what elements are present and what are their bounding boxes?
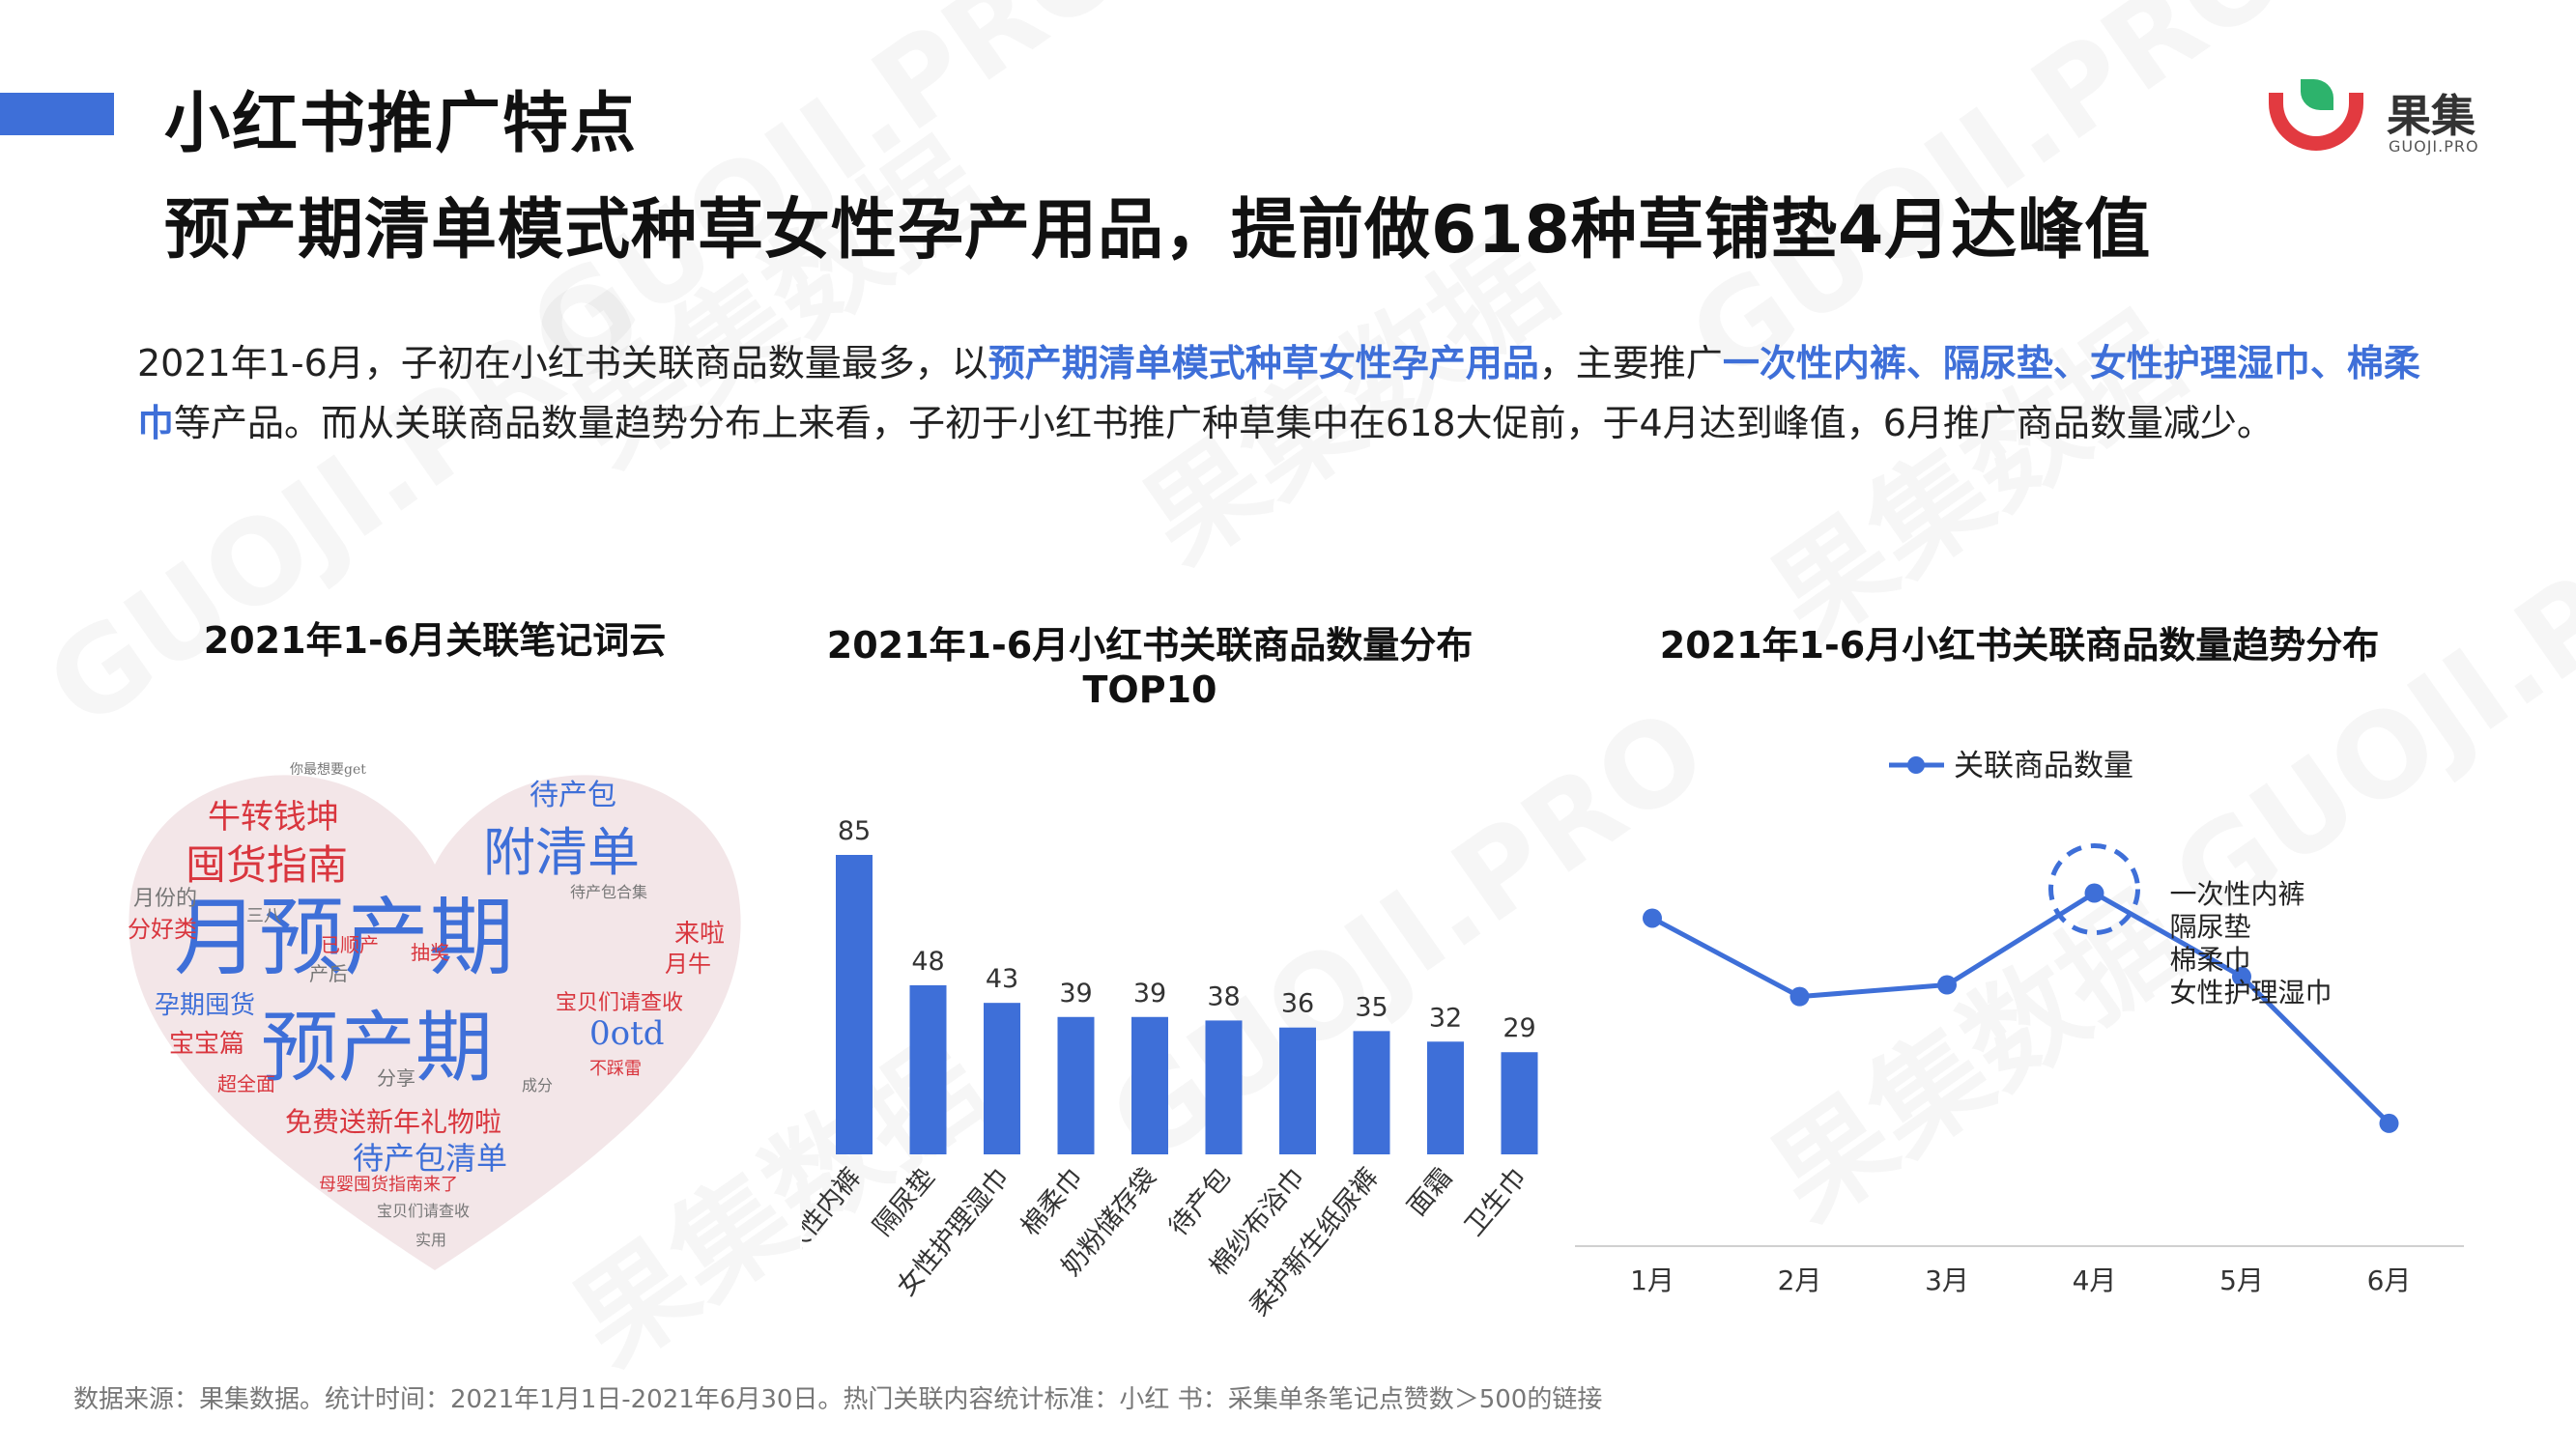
line-point-1	[1643, 908, 1662, 928]
bar-category-label: 卫生巾	[1459, 1163, 1532, 1242]
x-tick-label: 6月	[2367, 1264, 2412, 1296]
summary-text-2: ，主要推广	[1538, 342, 1723, 384]
bar-8	[1353, 1031, 1390, 1154]
logo-leaf-icon	[2301, 79, 2333, 110]
footer-source: 数据来源：果集数据。统计时间：2021年1月1日-2021年6月30日。热门关联…	[73, 1385, 1603, 1414]
bar-7	[1279, 1027, 1316, 1154]
cloud-word-2: 预产期	[261, 1003, 493, 1093]
peak-annotation-line: 隔尿垫	[2170, 911, 2251, 943]
x-tick-label: 3月	[1925, 1264, 1969, 1296]
cloud-word-24: 分享	[377, 1066, 415, 1090]
legend-label: 关联商品数量	[1954, 749, 2133, 783]
peak-highlight-ring	[2048, 843, 2140, 936]
x-tick-label: 5月	[2219, 1264, 2264, 1296]
bar-value-label: 39	[1133, 979, 1166, 1009]
heart-shape	[129, 775, 741, 1270]
bar-value-label: 43	[986, 964, 1018, 994]
page-title: 小红书推广特点	[164, 86, 639, 162]
line-point-2	[1789, 986, 1810, 1007]
peak-annotation-line: 一次性内裤	[2170, 878, 2305, 910]
brand-logo: 果集 GUOJI.PRO	[2269, 75, 2481, 162]
line-chart-title: 2021年1-6月小红书关联商品数量趋势分布	[1659, 624, 2380, 667]
cloud-word-9: 免费送新年礼物啦	[285, 1106, 502, 1138]
cloud-word-26: 实用	[415, 1231, 447, 1249]
line-point-5	[2232, 966, 2251, 986]
line-point-4	[2084, 883, 2104, 903]
cloud-word-10: 待产包清单	[353, 1140, 508, 1177]
cloud-word-29: 宝贝们请查收	[377, 1202, 471, 1220]
peak-annotation-line: 棉柔巾	[2170, 944, 2251, 976]
line-point-6	[2379, 1113, 2399, 1133]
cloud-word-8: 0otd	[589, 1014, 665, 1053]
cloud-word-19: 超全面	[217, 1072, 275, 1095]
cloud-word-23: 母婴囤货指南来了	[319, 1175, 458, 1195]
cloud-word-28: 你最想要get	[290, 762, 366, 778]
logo-sub: GUOJI.PRO	[2389, 137, 2479, 156]
bar-5	[1131, 1016, 1168, 1154]
bar-value-label: 85	[838, 816, 871, 846]
title-accent-bar	[0, 93, 114, 135]
cloud-word-27: 成分	[522, 1076, 554, 1094]
cloud-word-13: 月份的	[133, 887, 198, 911]
line-point-3	[1937, 975, 1957, 995]
bar-chart-title: 2021年1-6月小红书关联商品数量分布TOP10	[826, 624, 1474, 711]
cloud-word-11: 孕期囤货	[155, 991, 256, 1020]
bar-category-label: 面霜	[1402, 1163, 1458, 1222]
x-tick-label: 1月	[1630, 1264, 1674, 1296]
bar-4	[1057, 1016, 1095, 1154]
bar-6	[1205, 1020, 1243, 1154]
page-subtitle: 预产期清单模式种草女性孕产用品，提前做618种草铺垫4月达峰值	[164, 192, 2152, 269]
summary-text-3: 等产品。而从关联商品数量趋势分布上来看，子初于小红书推广种草集中在618大促前，…	[174, 402, 2274, 444]
bar-value-label: 48	[911, 947, 944, 977]
bar-category-label: 棉柔巾	[1016, 1163, 1089, 1242]
cloud-word-15: 来啦	[674, 920, 726, 949]
bar-category-label: 隔尿垫	[868, 1163, 941, 1242]
cloud-word-4: 囤货指南	[186, 841, 349, 889]
cloud-word-21: 不踩雷	[589, 1059, 642, 1079]
bar-10	[1501, 1052, 1538, 1154]
word-cloud: 月预产期 预产期 附清单 囤货指南 牛转钱坤 待产包 宝贝们请查收 0otd 免…	[116, 744, 754, 1285]
bar-chart: 85一次性内裤48隔尿垫43女性护理湿巾39棉柔巾39奶粉储存袋38待产包36棉…	[802, 816, 1538, 1322]
bar-3	[984, 1003, 1020, 1154]
summary-text-1: 2021年1-6月，子初在小红书关联商品数量最多，以	[137, 342, 988, 384]
cloud-word-14: 分好类	[128, 916, 197, 943]
bar-value-label: 36	[1281, 989, 1314, 1019]
watermark-8: GUOJI.PRO	[24, 248, 668, 754]
cloud-word-1: 月预产期	[174, 888, 515, 987]
bar-category-label: 待产包	[1163, 1163, 1237, 1242]
summary-highlight-2: 一次性内裤、隔尿垫、女性护理湿巾、棉柔巾	[137, 342, 2420, 444]
cloud-word-18: 已顺产	[321, 933, 379, 956]
cloud-word-25: 三八	[246, 906, 281, 926]
cloud-word-12: 宝宝篇	[169, 1030, 245, 1059]
bar-value-label: 29	[1503, 1013, 1535, 1043]
series-line	[1650, 891, 2391, 1125]
cloud-word-22: 待产包合集	[570, 883, 648, 901]
bar-9	[1427, 1041, 1464, 1154]
cloud-word-3: 附清单	[483, 822, 640, 883]
bar-value-label: 39	[1059, 979, 1092, 1009]
peak-annotation-line: 女性护理湿巾	[2170, 977, 2333, 1009]
bar-category-label: 一次性内裤	[802, 1163, 867, 1282]
cloud-word-17: 产后	[309, 962, 348, 985]
watermark-5: 果集数据	[1733, 269, 2210, 672]
wordcloud-title: 2021年1-6月关联笔记词云	[203, 619, 667, 662]
logo-name: 果集	[2387, 90, 2476, 142]
bar-1	[836, 855, 873, 1154]
summary-paragraph: 2021年1-6月，子初在小红书关联商品数量最多，以预产期清单模式种草女性孕产用…	[137, 333, 2456, 453]
bar-value-label: 38	[1207, 981, 1240, 1011]
bar-value-label: 35	[1355, 992, 1388, 1022]
cloud-word-20: 抽奖	[411, 941, 449, 964]
x-tick-label: 2月	[1778, 1264, 1822, 1296]
x-tick-label: 4月	[2073, 1264, 2117, 1296]
cloud-word-16: 月牛	[665, 951, 711, 978]
bar-2	[909, 984, 947, 1154]
bar-category-label: 柔护新生纸尿裤	[1245, 1163, 1385, 1322]
legend-marker-icon	[1907, 756, 1925, 774]
cloud-word-7: 宝贝们请查收	[556, 991, 684, 1015]
summary-highlight-1: 预产期清单模式种草女性孕产用品	[987, 342, 1539, 384]
cloud-word-5: 牛转钱坤	[208, 798, 339, 837]
bar-value-label: 32	[1429, 1003, 1462, 1033]
cloud-word-6: 待产包	[530, 779, 616, 812]
